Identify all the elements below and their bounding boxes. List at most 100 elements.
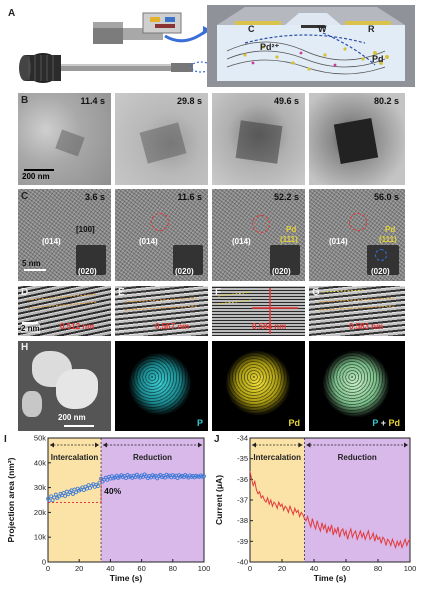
panel-e: E 0.567 nm [115,286,208,336]
scale-bar-label: 5 nm [22,259,41,268]
panel-a: A [0,0,423,90]
y-tick-label: 50k [34,434,46,443]
plane-label: (020) [78,267,97,276]
region-band [304,438,410,562]
hrtem-frame-3: 52.2 s Pd (111) (014) (020) [212,189,305,281]
y-tick-label: -37 [237,496,248,505]
zone-axis-label: [100] [76,225,95,234]
y-tick-label: -39 [237,537,248,546]
plane-label: (014) [42,237,61,246]
scale-bar [64,425,94,427]
hrtem-frame-1: C 3.6 s [100] (014) (020) 5 nm [18,189,111,281]
arrowhead-left [252,442,256,448]
x-tick-label: 0 [248,564,252,573]
metal-label: Pd [385,225,396,234]
fringe-markers [318,289,396,311]
x-tick-label: 40 [106,564,114,573]
arrowhead-right [404,442,408,448]
x-tick-label: 20 [75,564,83,573]
panel-label-g: G [312,287,320,298]
plane-label: (014) [232,237,251,246]
arrowhead-left [103,442,108,448]
plane-label: (020) [175,267,194,276]
y-tick-label: -35 [237,454,248,463]
element-label-pd: Pd [288,418,300,428]
plane-label: (111) [280,235,298,244]
y-tick-label: -34 [237,434,248,443]
time-stamp: 11.4 s [80,96,105,106]
plane-label: (020) [371,267,390,276]
cell-schematic [207,5,415,87]
scale-bar [24,169,54,171]
tem-holder-illustration [19,12,212,83]
panel-label-f: F [215,287,222,298]
fringe-markers [217,288,298,334]
x-tick-label: 0 [46,564,50,573]
overlay-legend-pd: Pd [388,418,400,428]
time-stamp: 29.8 s [176,96,202,106]
panel-d: D 2 nm 0.512 nm [18,286,111,336]
schematic-label-pd: Pd [372,54,384,64]
x-tick-label: 20 [278,564,286,573]
y-tick-label: -40 [237,558,248,567]
panel-label-b: B [21,95,29,106]
data-point [53,492,58,497]
scale-bar-label: 2 nm [21,324,40,333]
metal-label: Pd [286,225,297,234]
region-label: Reduction [133,453,172,462]
tem-frame-4: 80.2 s [309,93,405,185]
data-point [202,474,206,479]
panel-label-c: C [21,191,29,202]
overlay-legend: P + Pd [372,418,400,428]
x-tick-label: 80 [374,564,382,573]
series-line [249,471,411,550]
time-stamp: 52.2 s [273,192,299,202]
hrtem-frame-4: 56.0 s Pd (111) (014) (020) [309,189,405,281]
arrowhead-left [50,442,54,448]
region-label: Intercalation [51,453,99,462]
time-stamp: 56.0 s [373,192,399,202]
schematic-label-c: C [248,24,255,34]
eds-map-pd: Pd [212,341,305,431]
data-point [175,476,180,481]
panel-label-h: H [21,342,29,353]
scale-bar-label: 200 nm [58,413,86,422]
plane-label: (014) [139,237,158,246]
increase-annotation: 40% [104,486,121,496]
data-point [96,484,100,489]
arrowhead-left [306,442,311,448]
tem-frame-2: 29.8 s [115,93,208,185]
lattice-spacing: 0.512 nm [60,322,95,331]
data-point [57,494,61,499]
chart-projection-area: Intercalation Reduction 0 20 40 60 80 100 0 10k 20… [6,434,210,584]
x-tick-label: 100 [198,564,210,573]
y-tick-label: -36 [237,475,248,484]
y-tick-label: 40k [34,458,46,467]
time-stamp: 3.6 s [84,192,105,202]
region-band [250,438,305,562]
region-band [101,438,204,562]
data-point [81,488,86,492]
panel-label-a: A [8,8,16,19]
chart-current: Intercalation Reduction 0 20 40 60 80 100 -34 -35… [214,434,416,584]
y-tick-label: 30k [34,483,46,492]
time-stamp: 80.2 s [373,96,399,106]
tem-frame-1: B 11.4 s 200 nm [18,93,111,185]
data-point [61,491,66,495]
x-tick-label: 80 [169,564,177,573]
panel-label-i: I [4,434,7,445]
arrowhead-right [95,442,100,448]
lattice-spacing: 0.567 nm [155,322,190,331]
schematic-label-r: R [368,24,375,34]
plane-label: (111) [379,235,397,244]
element-label-p: P [196,418,203,428]
panel-g: G 0.583 nm [309,286,405,336]
panel-label-d: D [21,287,29,298]
fringe-markers [124,297,198,311]
panel-f: F 0.584 nm [212,286,305,336]
y-axis-label: Current (μA) [214,475,224,525]
sem-image: H 200 nm [18,341,111,431]
panel-label-j: J [214,434,220,445]
lattice-spacing: 0.584 nm [252,322,287,331]
x-axis-label: Time (s) [314,573,347,583]
